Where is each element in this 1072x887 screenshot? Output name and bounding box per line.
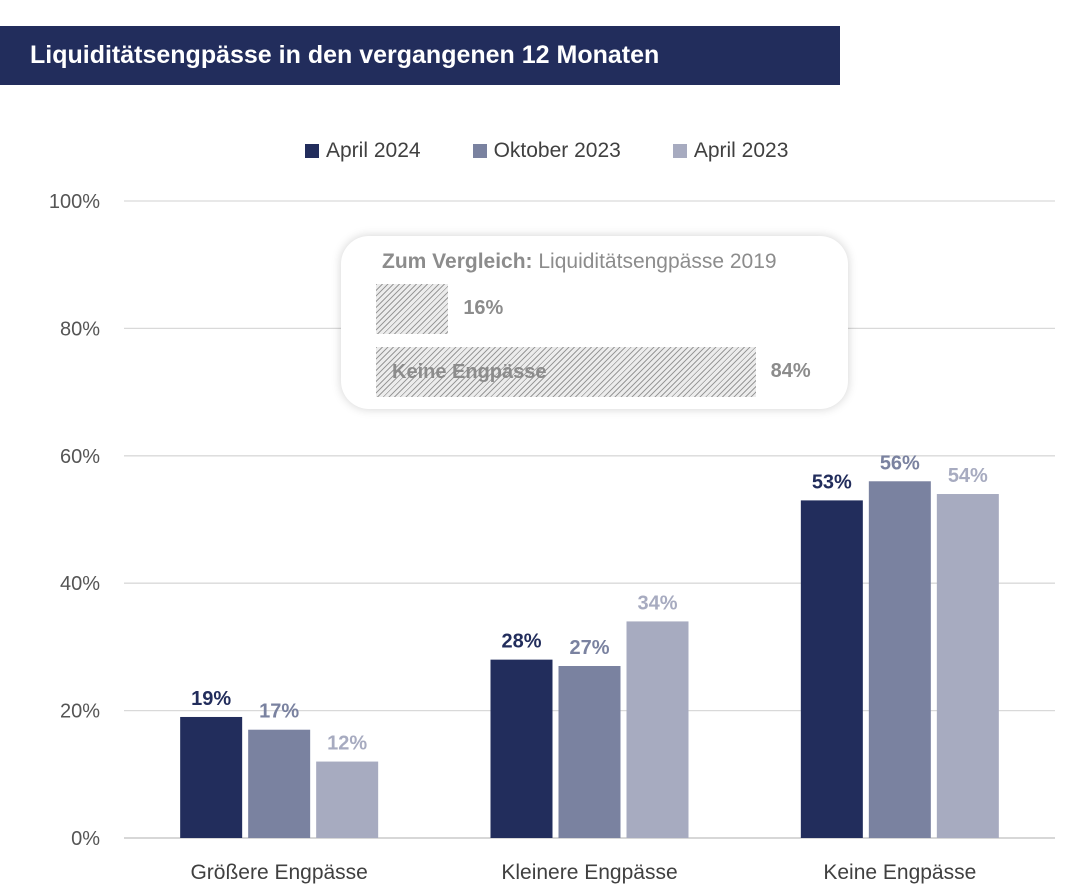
legend-swatch-april-2023 — [672, 144, 687, 158]
legend-label-april-2024: April 2024 — [326, 139, 421, 162]
data-label: 53% — [812, 471, 852, 493]
legend: April 2024 Oktober 2023 April 2023 — [305, 139, 788, 163]
y-tick-label: 40% — [60, 573, 100, 595]
data-label: 34% — [637, 592, 677, 614]
legend-item-oktober-2023: Oktober 2023 — [472, 139, 621, 163]
bar — [626, 621, 689, 838]
category-label: Kleinere Engpässe — [501, 861, 677, 884]
legend-swatch-oktober-2023 — [472, 144, 487, 158]
bar — [936, 494, 999, 838]
bar — [800, 500, 863, 838]
data-label: 12% — [327, 733, 367, 755]
inset-bar-engpaesse — [376, 284, 449, 334]
y-tick-label: 100% — [49, 191, 100, 213]
legend-label-april-2023: April 2023 — [693, 139, 789, 162]
y-tick-label: 20% — [60, 701, 100, 723]
bar — [180, 716, 243, 838]
legend-item-april-2024: April 2024 — [305, 139, 421, 163]
inset-title: Zum Vergleich: Liquiditätsengpässe 2019 — [382, 250, 777, 274]
category-label: Keine Engpässe — [823, 861, 976, 884]
comparison-inset: Zum Vergleich: Liquiditätsengpässe 2019 … — [341, 236, 848, 409]
data-label: 28% — [501, 631, 541, 653]
data-label: 54% — [948, 465, 988, 487]
data-label: 56% — [880, 452, 920, 474]
inset-bar-keine-engpaesse: Keine Engpässe — [376, 347, 756, 397]
inset-title-bold: Zum Vergleich: — [382, 250, 533, 273]
chart-title-bar: Liquiditätsengpässe in den vergangenen 1… — [0, 26, 840, 85]
legend-label-oktober-2023: Oktober 2023 — [493, 139, 621, 162]
bar — [490, 659, 553, 838]
data-label: 19% — [191, 688, 231, 710]
y-tick-label: 0% — [71, 828, 100, 850]
bar — [558, 666, 621, 838]
chart-title: Liquiditätsengpässe in den vergangenen 1… — [30, 41, 660, 69]
y-tick-label: 80% — [60, 318, 100, 340]
bar — [868, 481, 931, 838]
inset-title-rest: Liquiditätsengpässe 2019 — [532, 250, 777, 273]
y-tick-label: 60% — [60, 446, 100, 468]
inset-value-engpaesse: 16% — [463, 297, 504, 319]
category-label: Größere Engpässe — [190, 861, 367, 884]
data-label: 17% — [259, 701, 299, 723]
bar — [316, 761, 379, 838]
bar — [248, 729, 311, 838]
data-label: 27% — [569, 637, 609, 659]
legend-swatch-april-2024 — [305, 144, 319, 158]
inset-value-keine-engpaesse: 84% — [770, 360, 811, 382]
legend-item-april-2023: April 2023 — [672, 139, 789, 163]
inset-bar-label-keine-engpaesse: Keine Engpässe — [392, 361, 547, 383]
